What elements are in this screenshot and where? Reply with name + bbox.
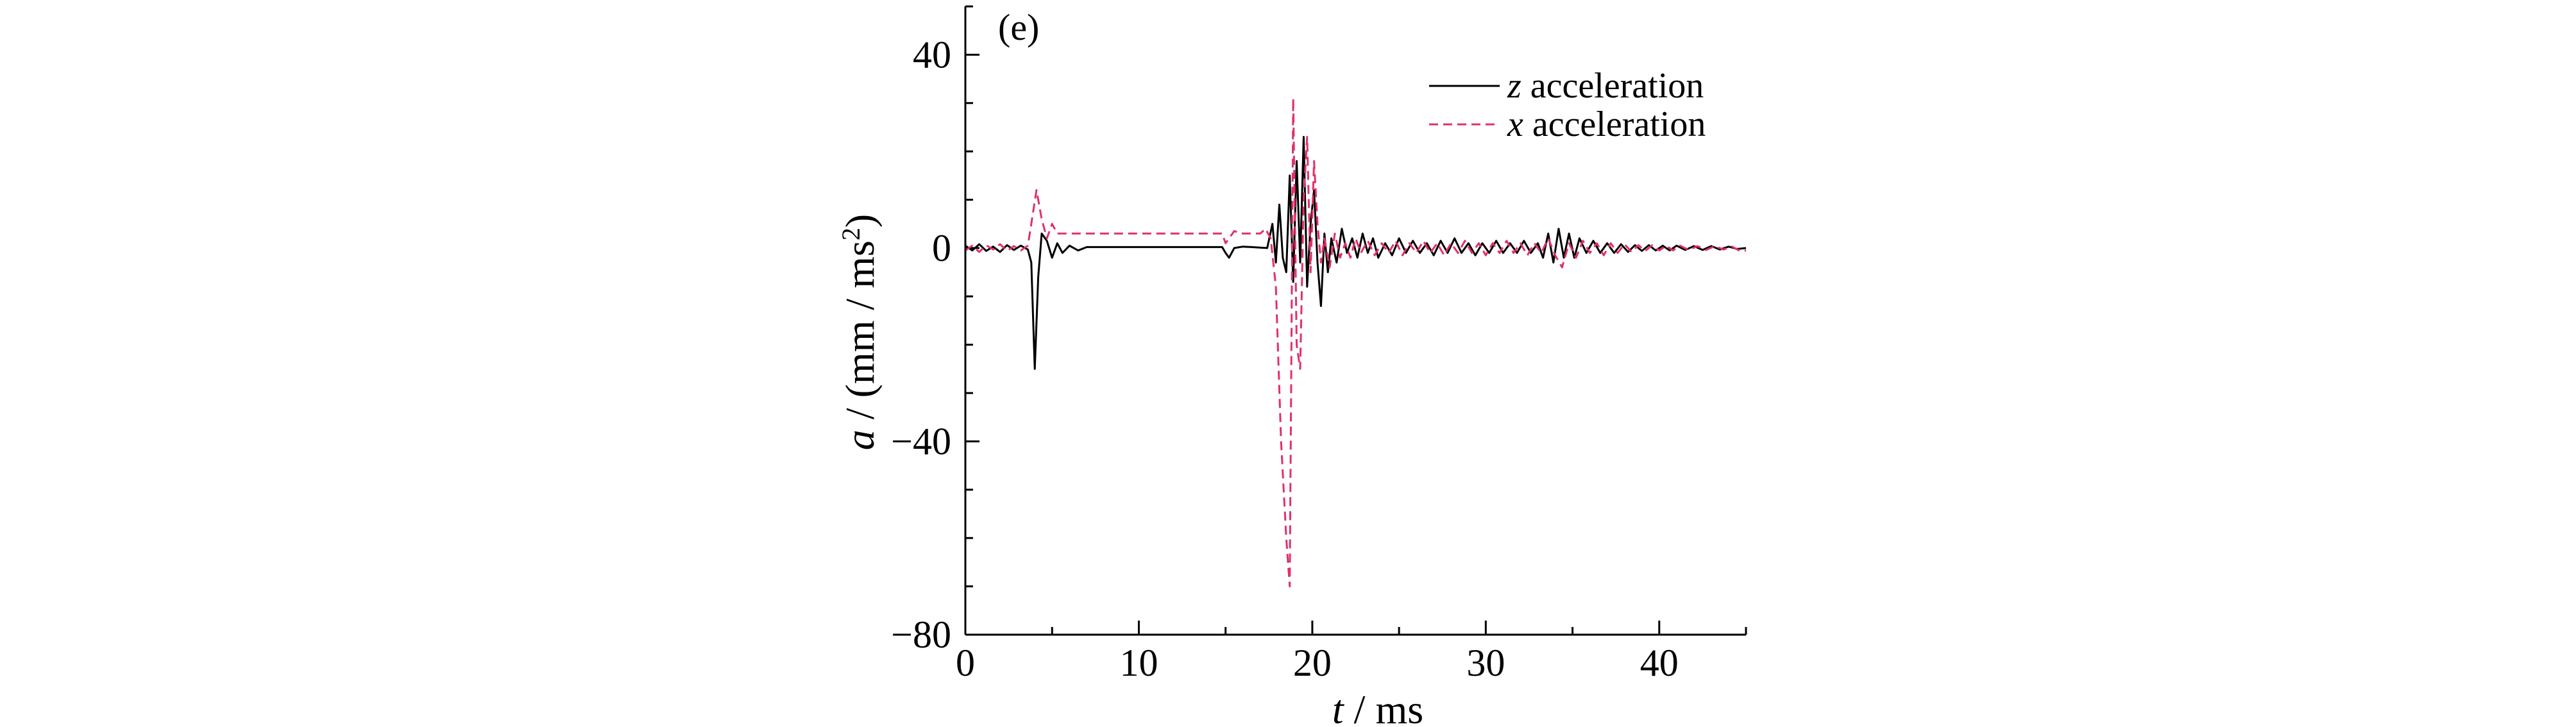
x-tick-label: 0 bbox=[956, 642, 975, 684]
x-axis-label-unit: ms bbox=[1375, 687, 1423, 727]
x-tick-label: 10 bbox=[1119, 642, 1158, 684]
y-axis-label-unit: (mm / ms bbox=[837, 240, 883, 397]
y-axis-label-sep: / bbox=[837, 397, 883, 430]
x-axis-label-sep: / bbox=[1344, 687, 1376, 727]
x-tick-label: 20 bbox=[1293, 642, 1332, 684]
panel-label: (e) bbox=[998, 6, 1039, 48]
legend-label-x-name: acceleration bbox=[1532, 104, 1706, 144]
x-tick-label: 30 bbox=[1466, 642, 1505, 684]
x-tick-label: 40 bbox=[1640, 642, 1679, 684]
y-axis-label: a / (mm / ms2) bbox=[836, 214, 883, 450]
legend-label-x-var: x bbox=[1507, 104, 1523, 144]
y-tick-label: −40 bbox=[891, 420, 951, 462]
series-line-z bbox=[965, 136, 1747, 370]
legend-label-z-var: z bbox=[1507, 66, 1521, 106]
series-lines bbox=[965, 97, 1747, 588]
y-tick-label: 40 bbox=[913, 33, 951, 76]
legend-label-x: x acceleration bbox=[1507, 104, 1706, 144]
x-tick-labels: 0 10 20 30 40 bbox=[956, 642, 1679, 684]
x-axis-label-var: t bbox=[1332, 687, 1345, 727]
legend-label-z-gap bbox=[1521, 66, 1530, 106]
legend-label-z: z acceleration bbox=[1507, 66, 1704, 106]
y-axis-label-close: ) bbox=[837, 214, 883, 228]
y-axis-label-sup: 2 bbox=[836, 228, 865, 240]
legend-label-z-name: acceleration bbox=[1530, 66, 1704, 106]
y-tick-label: 0 bbox=[932, 227, 951, 269]
legend-label-x-gap bbox=[1523, 104, 1532, 144]
y-tick-labels: −80 −40 0 40 bbox=[891, 33, 951, 656]
y-axis-label-var: a bbox=[837, 430, 883, 450]
series-line-x bbox=[965, 97, 1746, 588]
y-tick-label: −80 bbox=[891, 614, 951, 656]
legend: z acceleration x acceleration bbox=[1429, 66, 1706, 144]
x-axis-label: t / ms bbox=[1332, 687, 1423, 727]
